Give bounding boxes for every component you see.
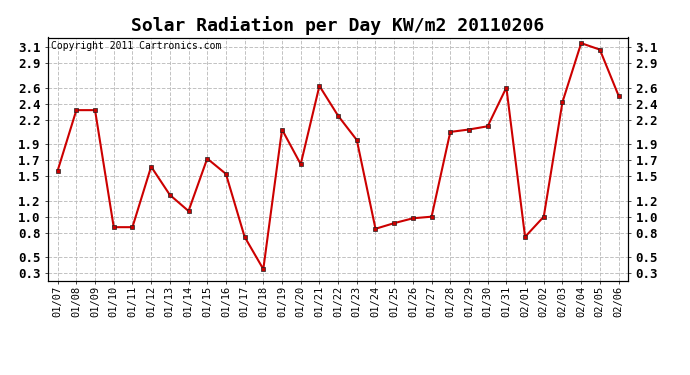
Title: Solar Radiation per Day KW/m2 20110206: Solar Radiation per Day KW/m2 20110206	[132, 16, 544, 34]
Text: Copyright 2011 Cartronics.com: Copyright 2011 Cartronics.com	[51, 41, 221, 51]
